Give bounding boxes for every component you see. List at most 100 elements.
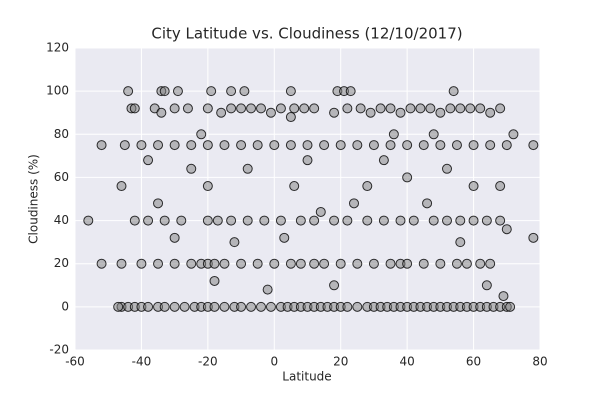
x-axis-label: Latitude [282, 370, 331, 384]
point [252, 140, 263, 151]
y-tick-label: -20 [49, 343, 69, 357]
point [475, 103, 486, 114]
x-tick-label: -20 [198, 355, 218, 369]
point [329, 107, 340, 118]
point [159, 215, 170, 226]
point [309, 103, 320, 114]
point [206, 86, 217, 97]
point [455, 237, 466, 248]
point [329, 215, 340, 226]
point [445, 103, 456, 114]
point [299, 103, 310, 114]
point [468, 215, 479, 226]
point [425, 103, 436, 114]
point [242, 163, 253, 174]
point [402, 258, 413, 269]
point [495, 215, 506, 226]
point [395, 215, 406, 226]
point [269, 140, 280, 151]
point [143, 215, 154, 226]
x-tick-label: 60 [466, 355, 481, 369]
point [136, 258, 147, 269]
point [388, 129, 399, 140]
point [123, 86, 134, 97]
point [212, 215, 223, 226]
point [285, 86, 296, 97]
point [275, 103, 286, 114]
point [495, 181, 506, 192]
point [256, 103, 266, 114]
point [236, 301, 247, 312]
point [375, 103, 386, 114]
point [202, 103, 213, 114]
point [285, 112, 296, 123]
point [302, 155, 313, 166]
point [362, 215, 373, 226]
point [485, 107, 496, 118]
point [256, 301, 266, 312]
point [96, 258, 107, 269]
point [498, 291, 509, 302]
point [209, 301, 220, 312]
point [295, 258, 306, 269]
point [179, 301, 190, 312]
point [186, 140, 197, 151]
point [455, 103, 466, 114]
point [501, 224, 512, 235]
point [352, 258, 363, 269]
point [143, 301, 154, 312]
point [481, 215, 492, 226]
point [289, 181, 300, 192]
point [83, 215, 94, 226]
point [252, 258, 263, 269]
point [226, 86, 237, 97]
point [418, 258, 429, 269]
x-tick-label: 0 [270, 355, 278, 369]
point [368, 258, 379, 269]
y-tick-label: 60 [54, 170, 69, 184]
point [202, 181, 213, 192]
point [246, 301, 257, 312]
chart-title: City Latitude vs. Cloudiness (12/10/2017… [151, 25, 462, 43]
point [448, 86, 459, 97]
point [435, 258, 446, 269]
point [475, 258, 486, 269]
point [355, 103, 366, 114]
point [385, 258, 396, 269]
point [408, 215, 419, 226]
point [435, 107, 446, 118]
point [485, 258, 496, 269]
point [435, 140, 446, 151]
point [129, 215, 140, 226]
point [182, 103, 193, 114]
x-tick-label: 20 [333, 355, 348, 369]
point [418, 140, 429, 151]
point [319, 258, 330, 269]
y-tick-label: 100 [46, 84, 69, 98]
point [169, 103, 180, 114]
point [119, 140, 130, 151]
point [345, 86, 356, 97]
y-axis-label: Cloudiness (%) [27, 154, 41, 244]
points [83, 86, 539, 312]
point [262, 284, 273, 295]
point [169, 140, 180, 151]
point [113, 301, 124, 312]
point [209, 275, 220, 286]
point [309, 258, 320, 269]
y-tick-label: 40 [54, 213, 69, 227]
point [159, 301, 170, 312]
point [172, 86, 183, 97]
point [209, 258, 220, 269]
point [226, 103, 237, 114]
point [342, 301, 353, 312]
point [315, 206, 326, 217]
point [415, 103, 426, 114]
point [508, 129, 519, 140]
point [285, 140, 296, 151]
point [246, 103, 257, 114]
point [378, 215, 389, 226]
point [169, 301, 180, 312]
point [428, 129, 439, 140]
